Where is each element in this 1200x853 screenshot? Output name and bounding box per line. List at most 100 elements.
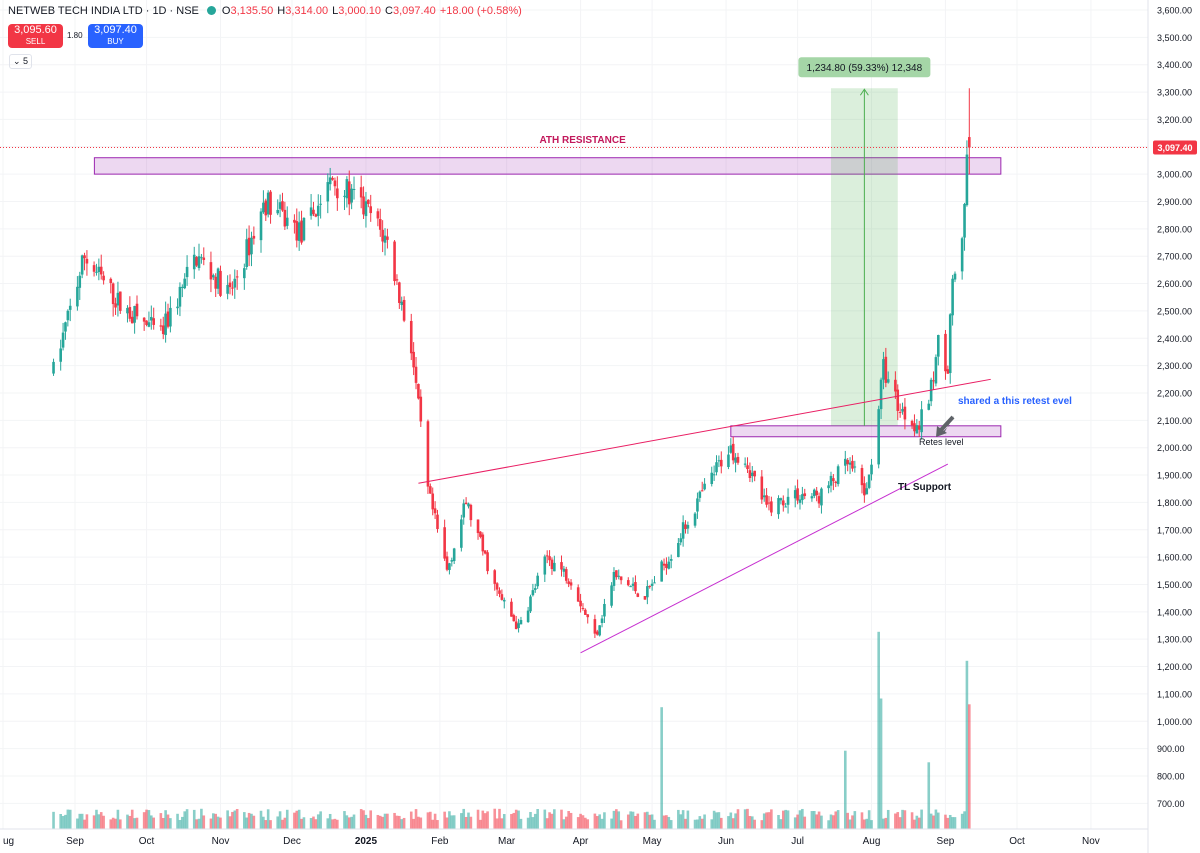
- open-label: O: [221, 5, 231, 17]
- volume-bar: [176, 813, 179, 829]
- candle-body: [126, 307, 129, 314]
- volume-bar: [579, 813, 582, 829]
- time-tick-label: Aug: [863, 836, 881, 847]
- symbol-title[interactable]: NETWEB TECH INDIA LTD · 1D · NSE: [8, 5, 199, 17]
- candle-body: [111, 283, 115, 305]
- candle-body: [712, 474, 716, 476]
- volume-bar: [545, 818, 549, 829]
- volume-bar: [669, 820, 673, 829]
- candle-body: [812, 489, 816, 497]
- candle-body: [216, 268, 220, 289]
- candle-body: [297, 222, 301, 241]
- volume-bar: [717, 812, 721, 829]
- volume-bar: [333, 818, 337, 829]
- candle-body: [502, 599, 506, 602]
- candle-body: [667, 561, 671, 569]
- volume-bar: [181, 816, 184, 829]
- volume-bar: [214, 813, 218, 829]
- volume-bar: [510, 814, 513, 829]
- candle-body: [743, 463, 747, 465]
- candle-body: [543, 556, 547, 575]
- candle-body: [531, 590, 535, 596]
- volume-bar: [917, 817, 921, 829]
- volume-bar: [817, 811, 821, 829]
- volume-bar: [531, 817, 535, 829]
- volume-bar: [383, 813, 387, 829]
- candle-body: [846, 460, 849, 465]
- candle-body: [736, 456, 740, 463]
- volume-bar: [960, 813, 964, 829]
- candle-body: [68, 305, 72, 310]
- volume-bar: [903, 810, 907, 829]
- buy-button[interactable]: 3,097.40 BUY: [88, 24, 143, 48]
- volume-bar: [865, 818, 869, 829]
- candle-body: [359, 187, 363, 198]
- candle-body: [920, 409, 923, 433]
- candle-body: [245, 239, 249, 267]
- volume-bar: [829, 814, 833, 829]
- volume-bar: [934, 809, 938, 829]
- volume-bar: [281, 819, 284, 829]
- volume-bar: [95, 809, 98, 829]
- low-value: 3,000.10: [338, 5, 382, 17]
- volume-bar: [83, 819, 86, 829]
- sell-button[interactable]: 3,095.60 SELL: [8, 24, 63, 48]
- volume-bar: [815, 814, 818, 829]
- price-tick-label: 2,800.00: [1157, 224, 1192, 234]
- candle-body: [937, 335, 940, 357]
- candle-body: [820, 488, 823, 506]
- volume-bar: [801, 808, 804, 829]
- volume-bar: [68, 809, 72, 829]
- high-value: 3,314.00: [285, 5, 329, 17]
- candle-body: [316, 205, 320, 216]
- volume-bar: [419, 817, 423, 829]
- volume-bar: [679, 814, 683, 829]
- volume-bar: [619, 820, 623, 829]
- volume-bar: [409, 811, 413, 829]
- volume-bar: [460, 813, 463, 829]
- candle-body: [729, 445, 733, 453]
- candle-body: [786, 496, 790, 505]
- volume-bar: [760, 820, 764, 829]
- price-tick-label: 3,600.00: [1157, 6, 1192, 16]
- price-tick-label: 2,400.00: [1157, 334, 1192, 344]
- candle-body: [52, 361, 55, 374]
- volume-bar: [636, 813, 640, 829]
- candle-body: [836, 466, 840, 485]
- volume-bar: [61, 815, 65, 829]
- volume-bar: [665, 815, 668, 829]
- candle-body: [779, 498, 783, 501]
- volume-bar: [626, 814, 630, 829]
- candle-body: [345, 179, 349, 199]
- arrow-icon-head: [936, 426, 947, 437]
- indicators-collapse-button[interactable]: ⌄ 5: [9, 54, 33, 69]
- volume-bar: [159, 813, 163, 829]
- candle-body: [827, 485, 830, 489]
- candle-body: [896, 389, 900, 411]
- candle-body: [326, 182, 330, 202]
- volume-bar: [860, 812, 864, 829]
- candle-body: [665, 563, 668, 568]
- candle-body: [965, 154, 969, 206]
- candle-body: [715, 462, 718, 473]
- time-axis[interactable]: ug Sep Oct Nov Dec 2025 Feb Mar Apr May Jun Jul Aug S…: [0, 828, 1148, 847]
- candle-body: [803, 493, 807, 497]
- candle-body: [467, 503, 470, 507]
- price-axis[interactable]: 700.00 800.00 900.00 1,000.00 1,100.00 1,200.…: [1147, 0, 1197, 853]
- candle-body: [147, 322, 151, 327]
- volume-bar: [395, 815, 399, 829]
- candle-body: [464, 502, 468, 505]
- volume-bar: [276, 816, 280, 829]
- candle-body: [159, 325, 163, 327]
- volume-bar: [350, 816, 353, 829]
- volume-bar: [576, 817, 580, 829]
- volume-bars: [52, 631, 971, 829]
- price-tick-label: 2,500.00: [1157, 306, 1192, 316]
- volume-bar: [660, 707, 663, 829]
- last-price-tag: [1153, 140, 1197, 155]
- candle-body: [336, 188, 339, 199]
- candle-body: [963, 204, 966, 238]
- volume-bar: [381, 816, 384, 829]
- candle-body: [598, 625, 601, 636]
